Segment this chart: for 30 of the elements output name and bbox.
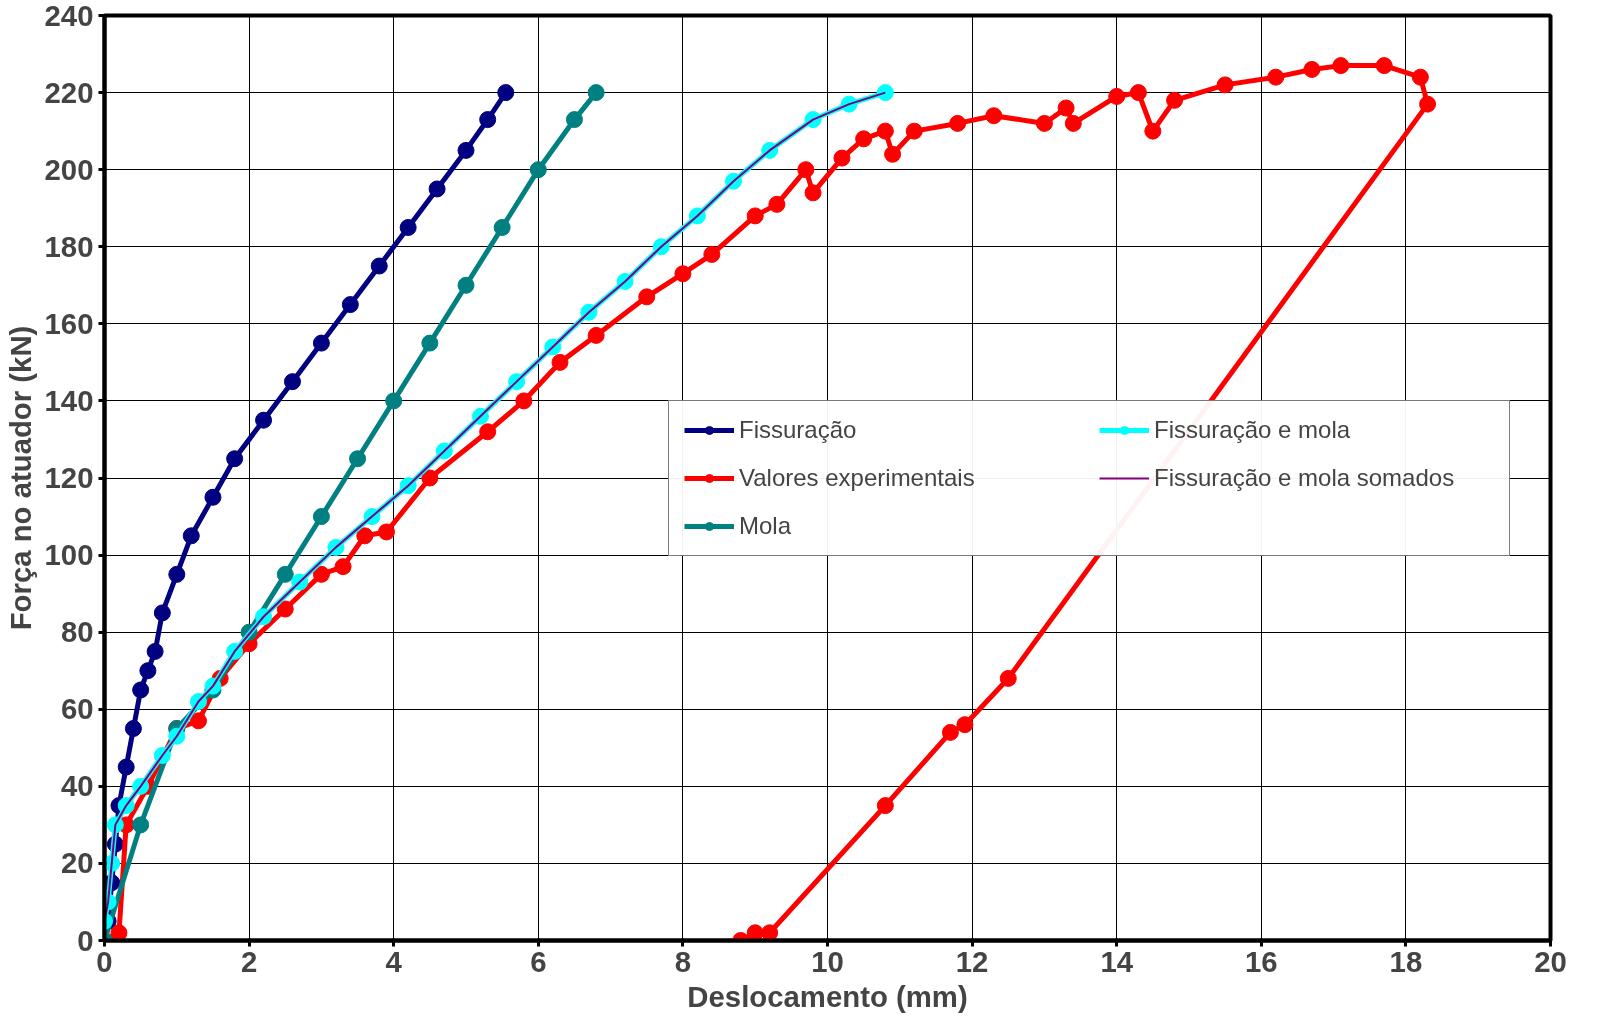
legend-label: Fissuração: [739, 415, 858, 444]
x-tick-label: 16: [1244, 944, 1278, 978]
y-tick-label: 80: [60, 615, 94, 649]
x-tick-label: 6: [530, 944, 547, 978]
y-tick-label: 240: [44, 0, 94, 32]
y-tick-label: 200: [44, 152, 94, 186]
y-tick-label: 120: [44, 461, 94, 494]
legend-label: Valores experimentais: [739, 463, 976, 492]
y-tick-label: 180: [44, 229, 94, 263]
x-tick-label: 10: [811, 944, 844, 978]
x-tick-label: 20: [1534, 944, 1567, 978]
y-tick-label: 100: [44, 538, 94, 572]
y-tick-label: 140: [44, 383, 94, 417]
legend-label: Fissuração e mola: [1154, 415, 1352, 444]
x-tick-label: 14: [1100, 944, 1134, 978]
y-tick-label: 0: [77, 923, 94, 957]
x-tick-label: 12: [955, 944, 989, 978]
y-tick-label: 160: [44, 306, 94, 340]
x-tick-label: 8: [674, 944, 692, 978]
legend-label: Fissuração e mola somados: [1154, 463, 1456, 492]
x-tick-label: 2: [240, 944, 258, 978]
y-tick-label: 220: [44, 75, 94, 109]
y-axis-title: Força no atuador (kN): [3, 325, 37, 631]
x-tick-label: 18: [1389, 944, 1423, 978]
y-tick-label: 40: [60, 769, 94, 803]
x-axis-title: Deslocamento (mm): [687, 979, 968, 1013]
y-tick-label: 60: [60, 692, 94, 726]
legend-label: Mola: [739, 511, 793, 540]
x-tick-label: 4: [385, 944, 403, 978]
y-tick-label: 20: [60, 846, 94, 880]
